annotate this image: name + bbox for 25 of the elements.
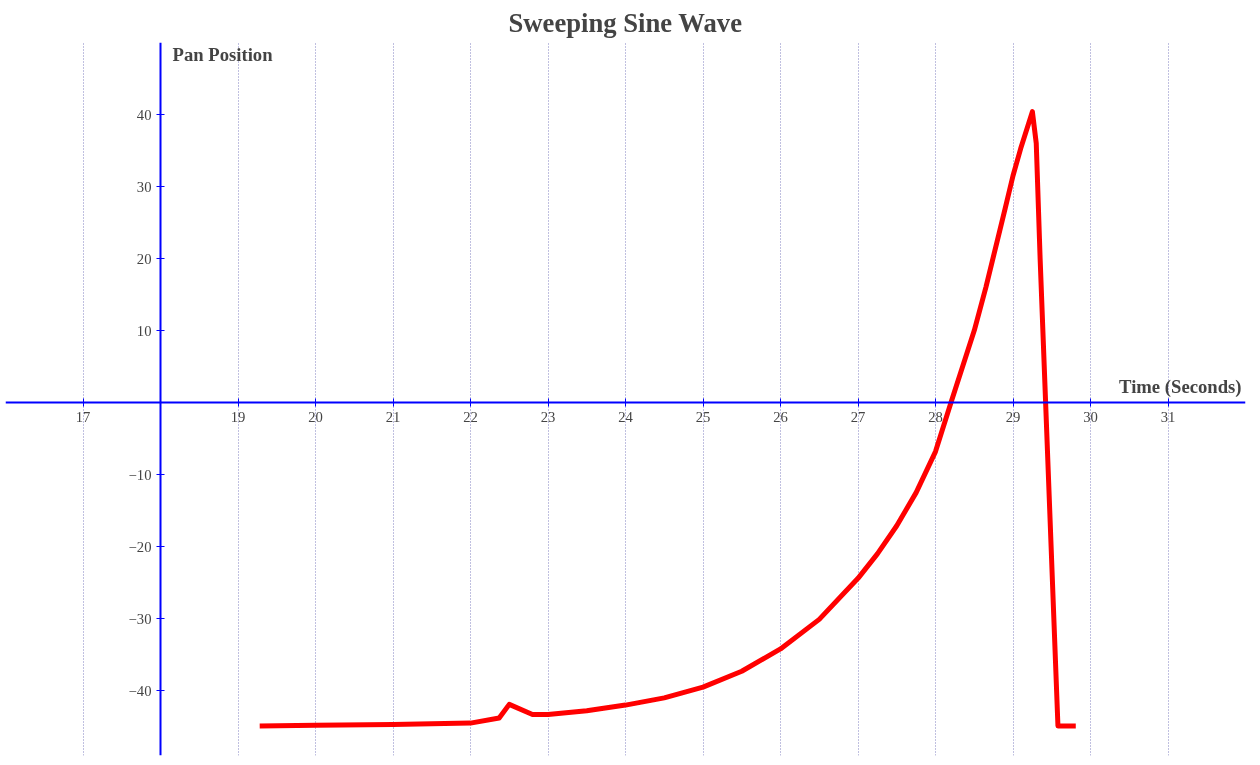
x-tick-label: 20 [308,408,323,425]
y-tick-label: −40 [128,682,152,699]
y-tick-label: 10 [136,322,152,339]
x-tick-label: 29 [1005,408,1021,425]
x-axis-title: Time (Seconds) [1119,375,1242,398]
x-tick-label: 27 [850,408,866,425]
x-tick-label: 28 [928,408,943,425]
x-tick-label: 31 [1160,408,1176,425]
y-tick-label: −10 [128,466,152,483]
x-tick-label: 21 [385,408,401,425]
chart-title: Sweeping Sine Wave [508,7,743,38]
y-tick-label: 30 [136,178,152,195]
y-tick-label: −30 [128,610,152,627]
x-tick-label: 19 [230,408,246,425]
y-axis-title: Pan Position [172,43,274,65]
y-tick-label: −20 [128,538,152,555]
x-tick-label: 26 [773,408,788,425]
y-tick-label: 40 [136,106,152,123]
x-tick-label: 17 [75,408,91,425]
x-tick-label: 30 [1083,408,1098,425]
x-tick-label: 24 [618,408,634,425]
y-tick-label: 20 [136,250,152,267]
x-tick-label: 23 [540,408,556,425]
x-tick-label: 25 [695,408,711,425]
x-tick-label: 22 [463,408,478,425]
